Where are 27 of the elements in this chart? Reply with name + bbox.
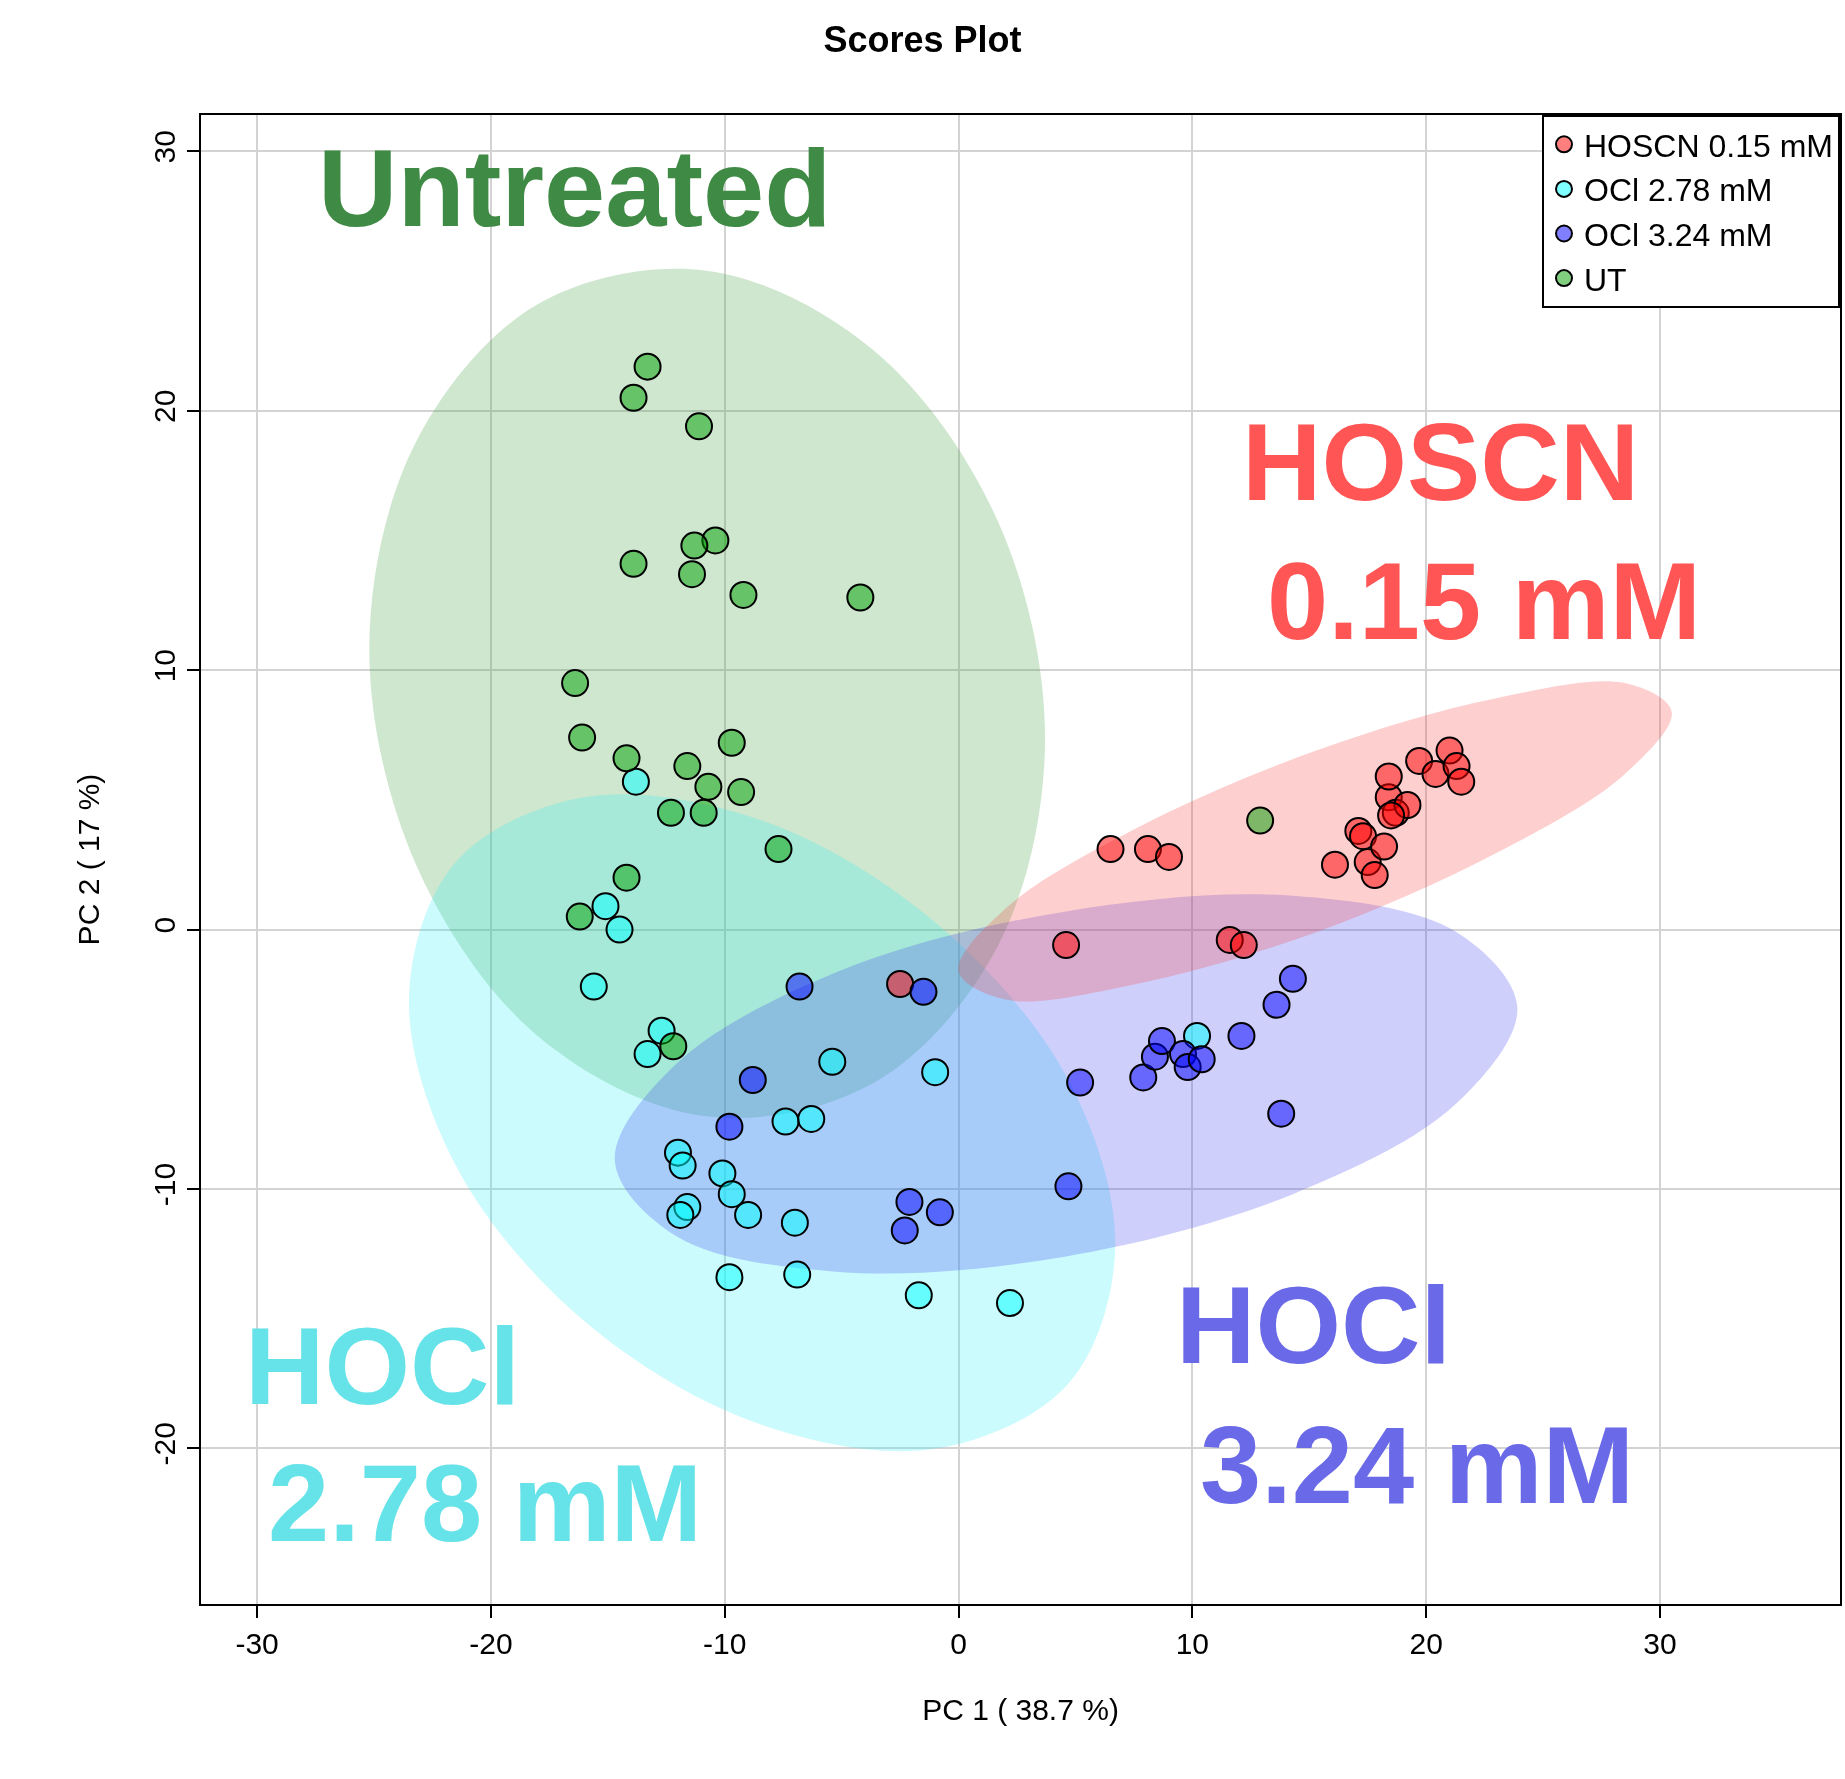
x-tick-label: -10 bbox=[703, 1627, 747, 1660]
y-tick-label: 10 bbox=[148, 648, 181, 683]
x-axis-title: PC 1 ( 38.7 %) bbox=[922, 1693, 1119, 1726]
y-tick-label: -20 bbox=[148, 1422, 181, 1466]
x-tick-label: 0 bbox=[950, 1627, 967, 1660]
annotation: HOCl bbox=[245, 1304, 520, 1427]
x-tick-label: 30 bbox=[1643, 1627, 1677, 1660]
legend-label: OCl 2.78 mM bbox=[1584, 172, 1773, 209]
x-tick-label: 20 bbox=[1409, 1627, 1443, 1660]
x-tick-label: -30 bbox=[235, 1627, 279, 1660]
legend-label: HOSCN 0.15 mM bbox=[1584, 127, 1833, 164]
y-tick-label: -10 bbox=[148, 1162, 181, 1207]
annotation: 3.24 mM bbox=[1200, 1403, 1635, 1526]
y-axis-title: PC 2 ( 17 %) bbox=[71, 773, 105, 946]
x-tick-label: 10 bbox=[1175, 1627, 1210, 1660]
legend-label: UT bbox=[1584, 261, 1627, 298]
legend-label: OCl 3.24 mM bbox=[1584, 216, 1773, 253]
annotation: 0.15 mM bbox=[1267, 539, 1702, 662]
annotation: Untreated bbox=[318, 126, 832, 249]
y-tick-label: 20 bbox=[148, 389, 181, 423]
y-tick-label: 0 bbox=[148, 916, 181, 934]
chart-title: Scores Plot bbox=[823, 18, 1022, 60]
annotation: 2.78 mM bbox=[268, 1441, 703, 1564]
annotation: HOSCN bbox=[1242, 400, 1640, 523]
y-tick-label: 30 bbox=[148, 130, 181, 164]
annotation: HOCl bbox=[1176, 1263, 1451, 1386]
x-tick-label: -20 bbox=[469, 1627, 513, 1660]
